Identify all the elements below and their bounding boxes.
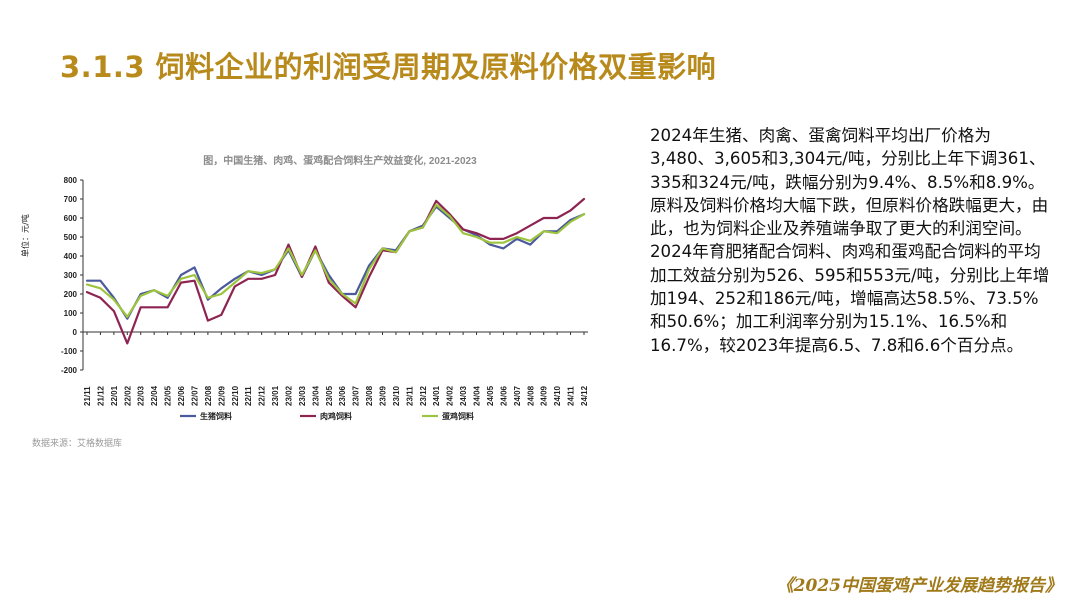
x-tick-label: 23/11 [405, 386, 414, 406]
paragraph-2: 2024年育肥猪配合饲料、肉鸡和蛋鸡配合饲料的平均加工效益分别为526、595和… [650, 242, 1050, 355]
y-tick-label: 200 [64, 290, 78, 299]
x-tick-label: 22/11 [244, 386, 253, 406]
x-tick-label: 24/10 [553, 385, 562, 406]
line-chart: -200 -100 0 100 200 300 400 500 600 700 800 21/11 21… [61, 176, 589, 421]
x-tick-label: 23/01 [271, 385, 280, 406]
x-tick-label: 24/08 [526, 385, 535, 406]
x-tick-label: 23/03 [298, 385, 307, 406]
series-line-2 [85, 197, 586, 345]
x-tick-label: 24/06 [499, 385, 508, 406]
y-tick-label: 800 [64, 176, 78, 185]
x-tick-label: 22/09 [217, 385, 226, 406]
x-tick-label: 23/09 [379, 385, 388, 406]
series-line-3 [85, 203, 586, 318]
x-tick-label: 23/08 [365, 385, 374, 406]
page-title: 3.1.3 饲料企业的利润受周期及原料价格双重影响 [60, 50, 717, 84]
x-tick-label: 24/05 [486, 385, 495, 406]
x-tick-label: 24/07 [513, 385, 522, 406]
x-tick-label: 24/01 [432, 385, 441, 406]
x-tick-label: 24/02 [446, 385, 455, 406]
series-line-1 [85, 205, 586, 320]
x-tick-label: 24/09 [540, 385, 549, 406]
x-tick-label: 22/08 [204, 385, 213, 406]
x-tick-label: 23/04 [311, 385, 320, 406]
chart-title: 图，中国生猪、肉鸡、蛋鸡配合饲料生产效益变化, 2021-2023 [203, 156, 477, 167]
x-tick-label: 22/07 [190, 385, 199, 406]
x-tick-label: 23/05 [325, 385, 334, 406]
x-tick-label: 23/06 [338, 385, 347, 406]
y-tick-label: 0 [73, 328, 78, 337]
x-tick-label: 24/03 [459, 385, 468, 406]
y-tick-label: 700 [64, 195, 78, 204]
x-tick-label: 22/05 [164, 385, 173, 406]
x-tick-label: 23/10 [392, 385, 401, 406]
y-tick-label: 500 [64, 233, 78, 242]
x-tick-label: 22/01 [110, 385, 119, 406]
x-tick-label: 24/11 [567, 386, 576, 406]
x-tick-label: 24/12 [580, 385, 589, 406]
x-tick-label: 24/04 [473, 385, 482, 406]
x-tick-label: 22/12 [258, 385, 267, 406]
x-tick-label: 22/04 [150, 385, 159, 406]
legend-label: 蛋鸡饲料 [442, 411, 474, 421]
data-source: 数据来源：艾格数据库 [32, 439, 123, 449]
y-tick-label: 600 [64, 214, 78, 223]
legend-label: 肉鸡饲料 [320, 411, 352, 421]
x-tick-label: 22/02 [123, 385, 132, 406]
y-tick-label: -200 [61, 366, 78, 375]
x-tick-label: 22/03 [137, 385, 146, 406]
x-tick-label: 22/06 [177, 385, 186, 406]
y-tick-label: -100 [61, 347, 78, 356]
x-tick-label: 23/12 [419, 385, 428, 406]
x-tick-label: 23/02 [284, 385, 293, 406]
x-tick-label: 23/07 [352, 385, 361, 406]
y-tick-label: 100 [64, 309, 78, 318]
x-tick-label: 21/12 [96, 385, 105, 406]
y-tick-label: 400 [64, 252, 78, 261]
x-tick-label: 22/10 [231, 385, 240, 406]
paragraph-1: 2024年生猪、肉禽、蛋禽饲料平均出厂价格为3,480、3,605和3,304元… [650, 126, 1049, 239]
x-tick-label: 21/11 [83, 386, 92, 406]
description-text: 2024年生猪、肉禽、蛋禽饲料平均出厂价格为3,480、3,605和3,304元… [650, 124, 1050, 357]
legend-label: 生猪饲料 [200, 411, 232, 421]
report-title: 《2025中国蛋鸡产业发展趋势报告》 [776, 576, 1062, 596]
y-tick-label: 300 [64, 271, 78, 280]
